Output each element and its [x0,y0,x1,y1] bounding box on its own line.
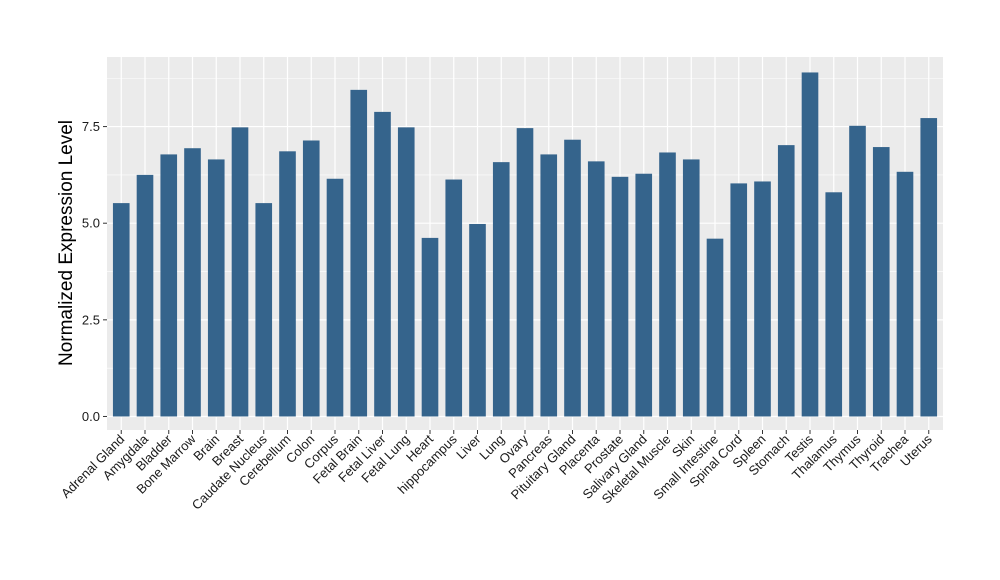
x-tick-label: Liver [453,431,484,462]
bar [587,161,605,417]
y-tick-label: 7.5 [82,119,100,134]
bar [682,159,700,417]
bar [184,148,201,417]
y-tick-label: 2.5 [82,312,100,327]
bar [825,192,843,417]
bar [611,176,629,417]
y-axis-title: Normalized Expression Level [56,120,77,366]
bar [754,181,771,417]
bar [801,72,819,417]
bar [136,174,154,417]
bar [445,179,463,417]
y-tick-label: 5.0 [82,216,100,231]
bar [302,140,320,417]
bar [231,127,249,417]
bar [872,147,890,417]
bar [397,127,415,417]
bar [896,171,914,417]
bar [659,152,676,417]
bar [492,162,510,417]
bar [350,89,368,417]
bar [421,237,439,417]
bar [730,183,748,417]
bar [326,178,344,417]
y-tick-label: 0.0 [82,409,100,424]
bar [374,111,391,417]
bar [207,159,225,417]
bar [160,154,178,417]
bar [706,238,724,417]
bar [469,223,486,417]
bar [540,154,558,417]
bar [849,125,866,417]
bar [777,145,795,417]
bar [516,128,534,417]
bar [112,203,130,417]
bar [564,139,581,417]
bar [255,203,273,417]
bar [920,118,938,417]
bar [635,173,653,417]
bars [112,72,938,417]
bar [279,151,296,417]
